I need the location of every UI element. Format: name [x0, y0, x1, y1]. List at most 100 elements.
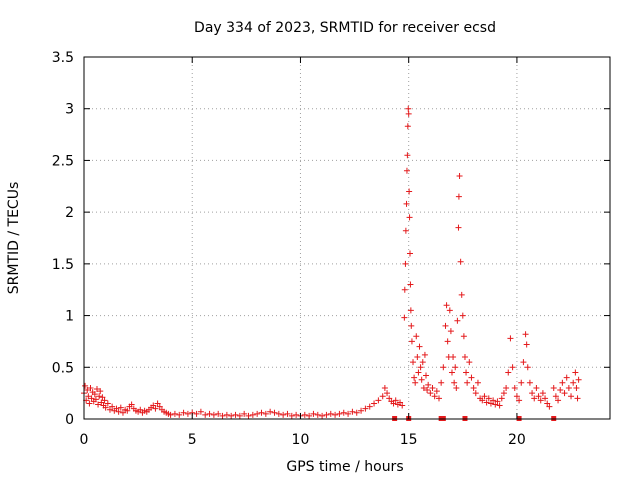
data-point	[461, 353, 468, 360]
data-point	[167, 411, 174, 418]
data-point	[223, 411, 230, 418]
data-point	[349, 408, 356, 415]
data-point	[202, 411, 209, 418]
data-point	[457, 258, 464, 265]
data-point	[518, 379, 525, 386]
data-point	[500, 390, 507, 397]
data-point	[429, 384, 436, 391]
data-point	[271, 409, 278, 416]
data-point	[92, 396, 99, 403]
data-point	[104, 400, 111, 407]
data-point	[128, 401, 135, 408]
data-point	[327, 410, 334, 417]
data-point	[91, 391, 98, 398]
data-point	[550, 384, 557, 391]
data-point	[423, 372, 430, 379]
data-point	[483, 399, 490, 406]
data-point	[535, 393, 542, 400]
data-point	[522, 331, 529, 338]
data-point	[124, 407, 131, 414]
data-point	[306, 412, 313, 419]
data-point	[451, 379, 458, 386]
data-point	[366, 403, 373, 410]
data-point	[539, 390, 546, 397]
data-point	[410, 359, 417, 366]
data-point	[381, 384, 388, 391]
x-axis-label: GPS time / hours	[286, 459, 403, 475]
data-point	[406, 214, 413, 221]
chart-title: Day 334 of 2023, SRMTID for receiver ecs…	[194, 20, 496, 36]
data-point	[375, 397, 382, 404]
data-point	[431, 393, 438, 400]
data-point	[109, 403, 116, 410]
data-point	[557, 387, 564, 394]
data-point	[421, 351, 428, 358]
data-point	[496, 402, 503, 409]
data-point	[98, 399, 105, 406]
data-point	[84, 387, 91, 394]
data-point	[106, 406, 113, 413]
y-tick-label: 1.5	[52, 257, 74, 273]
data-point	[455, 193, 462, 200]
data-point	[353, 409, 360, 416]
data-point	[384, 390, 391, 397]
data-point	[405, 105, 412, 112]
data-point	[466, 359, 473, 366]
data-point	[447, 328, 454, 335]
data-point	[336, 410, 343, 417]
data-point	[319, 412, 326, 419]
data-point	[481, 393, 488, 400]
data-point	[572, 369, 579, 376]
data-point	[413, 333, 420, 340]
data-point	[474, 379, 481, 386]
data-point	[513, 393, 520, 400]
data-point	[404, 152, 411, 159]
data-point	[479, 397, 486, 404]
data-point	[85, 393, 92, 400]
data-point	[574, 395, 581, 402]
data-point	[568, 393, 575, 400]
data-point	[516, 397, 523, 404]
data-point	[433, 388, 440, 395]
data-point	[156, 403, 163, 410]
y-tick-label: 0.5	[52, 360, 74, 376]
data-point	[406, 250, 413, 257]
data-point	[523, 341, 530, 348]
y-tick-label: 1	[65, 309, 74, 325]
x-tick-label: 20	[508, 432, 526, 448]
data-point	[418, 376, 425, 383]
data-point	[101, 397, 108, 404]
data-point	[546, 403, 553, 410]
data-point	[113, 405, 120, 412]
data-point	[448, 369, 455, 376]
data-point	[454, 317, 461, 324]
data-point	[444, 338, 451, 345]
data-point	[154, 400, 161, 407]
data-point	[284, 410, 291, 417]
data-point	[435, 395, 442, 402]
data-point	[452, 364, 459, 371]
y-tick-label: 2.5	[52, 153, 74, 169]
data-point	[171, 410, 178, 417]
data-point	[507, 335, 514, 342]
plot-frame	[83, 56, 611, 420]
axes	[83, 56, 611, 420]
data-point	[397, 399, 404, 406]
data-point	[417, 364, 424, 371]
data-point	[184, 410, 191, 417]
data-point	[533, 384, 540, 391]
data-point	[314, 411, 321, 418]
data-point	[258, 409, 265, 416]
data-point	[137, 406, 144, 413]
data-point	[492, 401, 499, 408]
data-point	[88, 395, 95, 402]
data-point	[427, 390, 434, 397]
data-point	[443, 302, 450, 309]
data-point	[526, 379, 533, 386]
data-point	[254, 410, 261, 417]
data-point	[511, 384, 518, 391]
data-point	[415, 369, 422, 376]
data-point	[176, 411, 183, 418]
data-point	[87, 384, 94, 391]
data-point	[288, 412, 295, 419]
